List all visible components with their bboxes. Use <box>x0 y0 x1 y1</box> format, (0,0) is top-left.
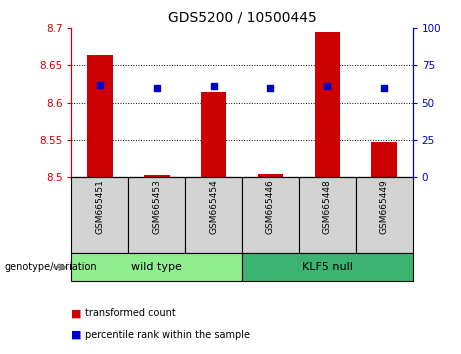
Text: wild type: wild type <box>131 262 182 272</box>
Bar <box>372 142 397 177</box>
Bar <box>144 175 170 177</box>
Text: genotype/variation: genotype/variation <box>5 262 97 272</box>
Text: GSM665454: GSM665454 <box>209 179 218 234</box>
Point <box>267 85 274 91</box>
Bar <box>314 32 340 177</box>
Point <box>153 85 160 91</box>
Bar <box>356 177 413 253</box>
Text: transformed count: transformed count <box>85 308 176 318</box>
Text: percentile rank within the sample: percentile rank within the sample <box>85 330 250 339</box>
Bar <box>185 177 242 253</box>
Bar <box>71 177 128 253</box>
Text: ■: ■ <box>71 308 82 318</box>
Bar <box>242 177 299 253</box>
Bar <box>299 177 356 253</box>
Text: GSM665451: GSM665451 <box>95 179 104 234</box>
Text: ■: ■ <box>71 330 82 339</box>
Bar <box>87 55 112 177</box>
Text: GSM665453: GSM665453 <box>152 179 161 234</box>
Point <box>324 84 331 89</box>
Point <box>210 84 217 89</box>
Title: GDS5200 / 10500445: GDS5200 / 10500445 <box>168 10 316 24</box>
Bar <box>128 177 185 253</box>
Text: GSM665448: GSM665448 <box>323 179 332 234</box>
Text: GSM665449: GSM665449 <box>380 179 389 234</box>
Text: KLF5 null: KLF5 null <box>302 262 353 272</box>
Bar <box>258 174 283 177</box>
Bar <box>201 91 226 177</box>
Text: GSM665446: GSM665446 <box>266 179 275 234</box>
Bar <box>242 253 413 281</box>
Point <box>96 82 104 88</box>
Bar <box>71 253 242 281</box>
Point <box>380 85 388 91</box>
